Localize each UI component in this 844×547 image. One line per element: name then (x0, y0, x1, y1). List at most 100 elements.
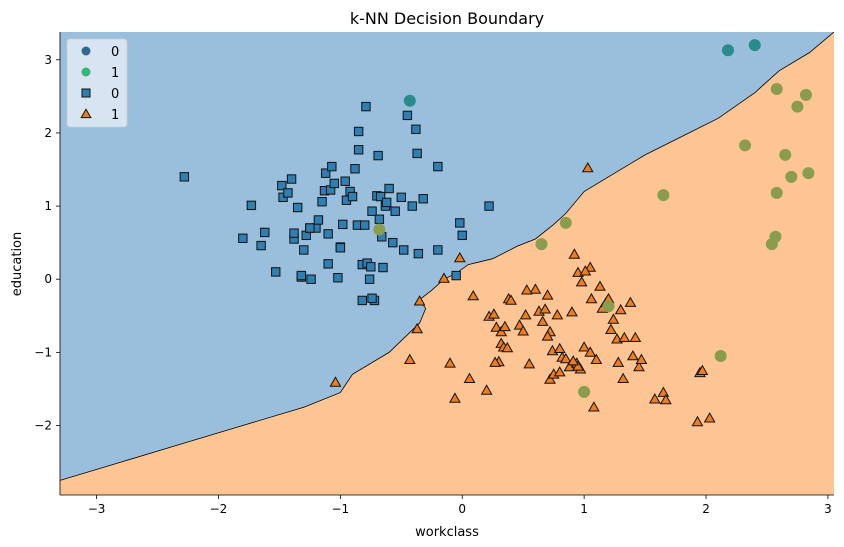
data-point-square-0 (390, 206, 400, 216)
data-point-triangle-1 (539, 303, 552, 314)
x-tick-label: −2 (210, 502, 228, 516)
y-tick-label: −1 (34, 345, 52, 359)
data-point-square-0 (246, 200, 257, 211)
data-point-square-0 (286, 174, 297, 184)
legend-marker-circle (81, 67, 91, 77)
data-point-square-0 (306, 274, 316, 284)
data-point-triangle-1 (584, 346, 597, 357)
data-point-triangle-1 (584, 261, 597, 272)
data-point-triangle-1 (467, 290, 480, 301)
data-point-circle-1 (791, 100, 804, 113)
data-point-triangle-1 (624, 296, 637, 307)
data-point-triangle-1 (578, 341, 591, 352)
data-point-square-0 (321, 168, 331, 178)
decision-boundary-line (60, 32, 834, 481)
data-point-triangle-1 (587, 401, 600, 412)
data-point-triangle-1 (449, 392, 461, 403)
series-circle-0 (403, 39, 761, 107)
data-point-triangle-1 (703, 412, 716, 423)
data-point-triangle-1 (329, 376, 342, 387)
data-point-square-0 (455, 218, 465, 228)
x-tick-label: 2 (702, 502, 710, 516)
data-point-square-0 (299, 245, 309, 255)
data-point-square-0 (289, 228, 299, 238)
data-point-triangle-1 (551, 308, 564, 320)
data-point-circle-1 (802, 167, 815, 180)
data-point-circle-0 (403, 94, 416, 107)
data-point-square-0 (292, 202, 303, 213)
data-point-triangle-1 (403, 353, 416, 364)
data-point-circle-0 (748, 39, 761, 52)
data-point-square-0 (277, 180, 287, 191)
data-point-square-0 (396, 192, 406, 203)
data-point-square-0 (179, 172, 190, 182)
legend-marker-triangle (80, 108, 92, 119)
y-tick-label: 1 (44, 199, 52, 213)
x-tick-label: 0 (458, 502, 466, 516)
data-point-triangle-1 (585, 292, 598, 304)
legend: 0 1 0 1 (66, 38, 128, 128)
data-point-square-0 (338, 219, 348, 230)
data-point-triangle-1 (581, 161, 594, 173)
data-point-square-0 (367, 293, 377, 303)
data-point-triangle-1 (480, 384, 493, 395)
data-point-square-0 (271, 267, 281, 277)
data-point-square-0 (260, 227, 270, 238)
x-axis-label: workclass (415, 525, 479, 540)
data-point-square-0 (305, 223, 315, 233)
data-point-circle-1 (785, 170, 798, 183)
data-point-square-0 (327, 161, 337, 172)
y-axis-label: education (10, 232, 25, 297)
data-point-square-0 (378, 262, 388, 273)
data-point-triangle-1 (618, 331, 631, 342)
data-point-triangle-1 (501, 341, 514, 353)
data-point-triangle-1 (566, 306, 578, 317)
data-point-triangle-1 (463, 372, 476, 383)
data-point-square-0 (364, 274, 375, 284)
legend-label: 0 (111, 87, 119, 102)
data-point-circle-0 (721, 44, 734, 57)
data-point-circle-1 (559, 216, 572, 229)
data-point-square-0 (451, 270, 461, 281)
data-point-square-0 (399, 245, 409, 255)
data-point-triangle-1 (629, 331, 642, 342)
data-point-square-0 (418, 194, 428, 204)
data-point-square-0 (296, 270, 307, 281)
x-tick-label: 3 (824, 502, 832, 516)
data-point-triangle-1 (498, 320, 511, 332)
data-point-triangle-1 (590, 353, 603, 364)
axes: −3 −2 −1 0 1 2 3 −2 −1 0 1 2 3 (34, 32, 834, 516)
data-point-triangle-1 (490, 321, 503, 332)
x-tick-label: −1 (331, 502, 349, 516)
data-point-triangle-1 (553, 366, 566, 377)
legend-label: 0 (111, 45, 119, 60)
data-point-circle-1 (714, 350, 727, 363)
data-point-square-0 (317, 196, 327, 207)
data-point-circle-1 (602, 300, 615, 313)
data-point-square-0 (384, 183, 394, 194)
data-point-triangle-1 (453, 252, 466, 263)
data-point-triangle-1 (544, 373, 556, 384)
y-tick-label: 3 (44, 53, 52, 67)
data-point-square-0 (357, 295, 367, 306)
data-point-triangle-1 (536, 315, 549, 326)
data-points (179, 39, 815, 427)
x-tick-label: −3 (88, 502, 106, 516)
data-point-triangle-1 (519, 308, 532, 320)
data-point-triangle-1 (413, 295, 426, 306)
data-point-square-0 (329, 178, 339, 189)
legend-box (66, 38, 128, 128)
data-point-triangle-1 (520, 284, 533, 295)
data-point-triangle-1 (572, 360, 584, 371)
legend-item: 1 (81, 66, 119, 81)
data-point-triangle-1 (505, 294, 517, 305)
data-point-triangle-1 (444, 357, 456, 368)
data-point-square-0 (335, 243, 346, 253)
legend-label: 1 (111, 108, 119, 123)
chart-title: k-NN Decision Boundary (350, 9, 544, 28)
data-point-triangle-1 (626, 349, 639, 361)
data-point-triangle-1 (605, 323, 617, 334)
data-point-square-0 (283, 188, 293, 198)
data-point-square-0 (323, 259, 333, 269)
data-point-square-0 (340, 176, 350, 186)
